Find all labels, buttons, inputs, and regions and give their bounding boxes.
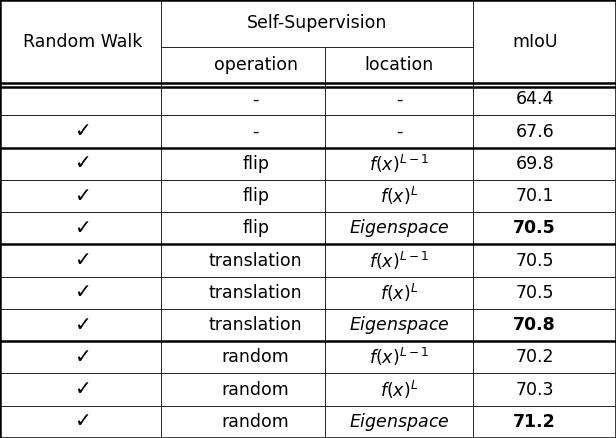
Text: mIoU: mIoU — [512, 32, 557, 51]
Text: $f(x)^{L-1}$: $f(x)^{L-1}$ — [369, 250, 429, 272]
Text: random: random — [222, 413, 290, 431]
Text: operation: operation — [214, 56, 298, 74]
Text: ✓: ✓ — [75, 412, 92, 431]
Text: $f(x)^{L-1}$: $f(x)^{L-1}$ — [369, 153, 429, 175]
Text: ✓: ✓ — [75, 219, 92, 238]
Text: location: location — [365, 56, 434, 74]
Text: 70.5: 70.5 — [513, 219, 556, 237]
Text: ✓: ✓ — [75, 122, 92, 141]
Text: translation: translation — [209, 316, 302, 334]
Text: ✓: ✓ — [75, 316, 92, 335]
Text: flip: flip — [242, 187, 269, 205]
Text: 70.5: 70.5 — [516, 251, 554, 270]
Text: -: - — [253, 90, 259, 108]
Text: $\mathit{Eigenspace}$: $\mathit{Eigenspace}$ — [349, 217, 450, 239]
Text: 70.8: 70.8 — [513, 316, 556, 334]
Text: ✓: ✓ — [75, 187, 92, 205]
Text: -: - — [253, 123, 259, 141]
Text: translation: translation — [209, 284, 302, 302]
Text: 71.2: 71.2 — [513, 413, 556, 431]
Text: 67.6: 67.6 — [516, 123, 554, 141]
Text: -: - — [396, 123, 402, 141]
Text: $\mathit{Eigenspace}$: $\mathit{Eigenspace}$ — [349, 411, 450, 433]
Text: -: - — [396, 90, 402, 108]
Text: $f(x)^{L-1}$: $f(x)^{L-1}$ — [369, 346, 429, 368]
Text: flip: flip — [242, 155, 269, 173]
Text: ✓: ✓ — [75, 283, 92, 302]
Text: $f(x)^{L}$: $f(x)^{L}$ — [380, 378, 418, 401]
Text: ✓: ✓ — [75, 154, 92, 173]
Text: 70.3: 70.3 — [516, 381, 554, 399]
Text: 70.1: 70.1 — [516, 187, 554, 205]
Text: flip: flip — [242, 219, 269, 237]
Text: Self-Supervision: Self-Supervision — [247, 14, 387, 32]
Text: ✓: ✓ — [75, 251, 92, 270]
Text: $f(x)^{L}$: $f(x)^{L}$ — [380, 185, 418, 207]
Text: translation: translation — [209, 251, 302, 270]
Text: 70.2: 70.2 — [516, 348, 554, 366]
Text: 69.8: 69.8 — [516, 155, 554, 173]
Text: random: random — [222, 348, 290, 366]
Text: Random Walk: Random Walk — [23, 32, 143, 51]
Text: $f(x)^{L}$: $f(x)^{L}$ — [380, 282, 418, 304]
Text: 70.5: 70.5 — [516, 284, 554, 302]
Text: random: random — [222, 381, 290, 399]
Text: ✓: ✓ — [75, 380, 92, 399]
Text: ✓: ✓ — [75, 348, 92, 367]
Text: 64.4: 64.4 — [516, 90, 554, 108]
Text: $\mathit{Eigenspace}$: $\mathit{Eigenspace}$ — [349, 314, 450, 336]
